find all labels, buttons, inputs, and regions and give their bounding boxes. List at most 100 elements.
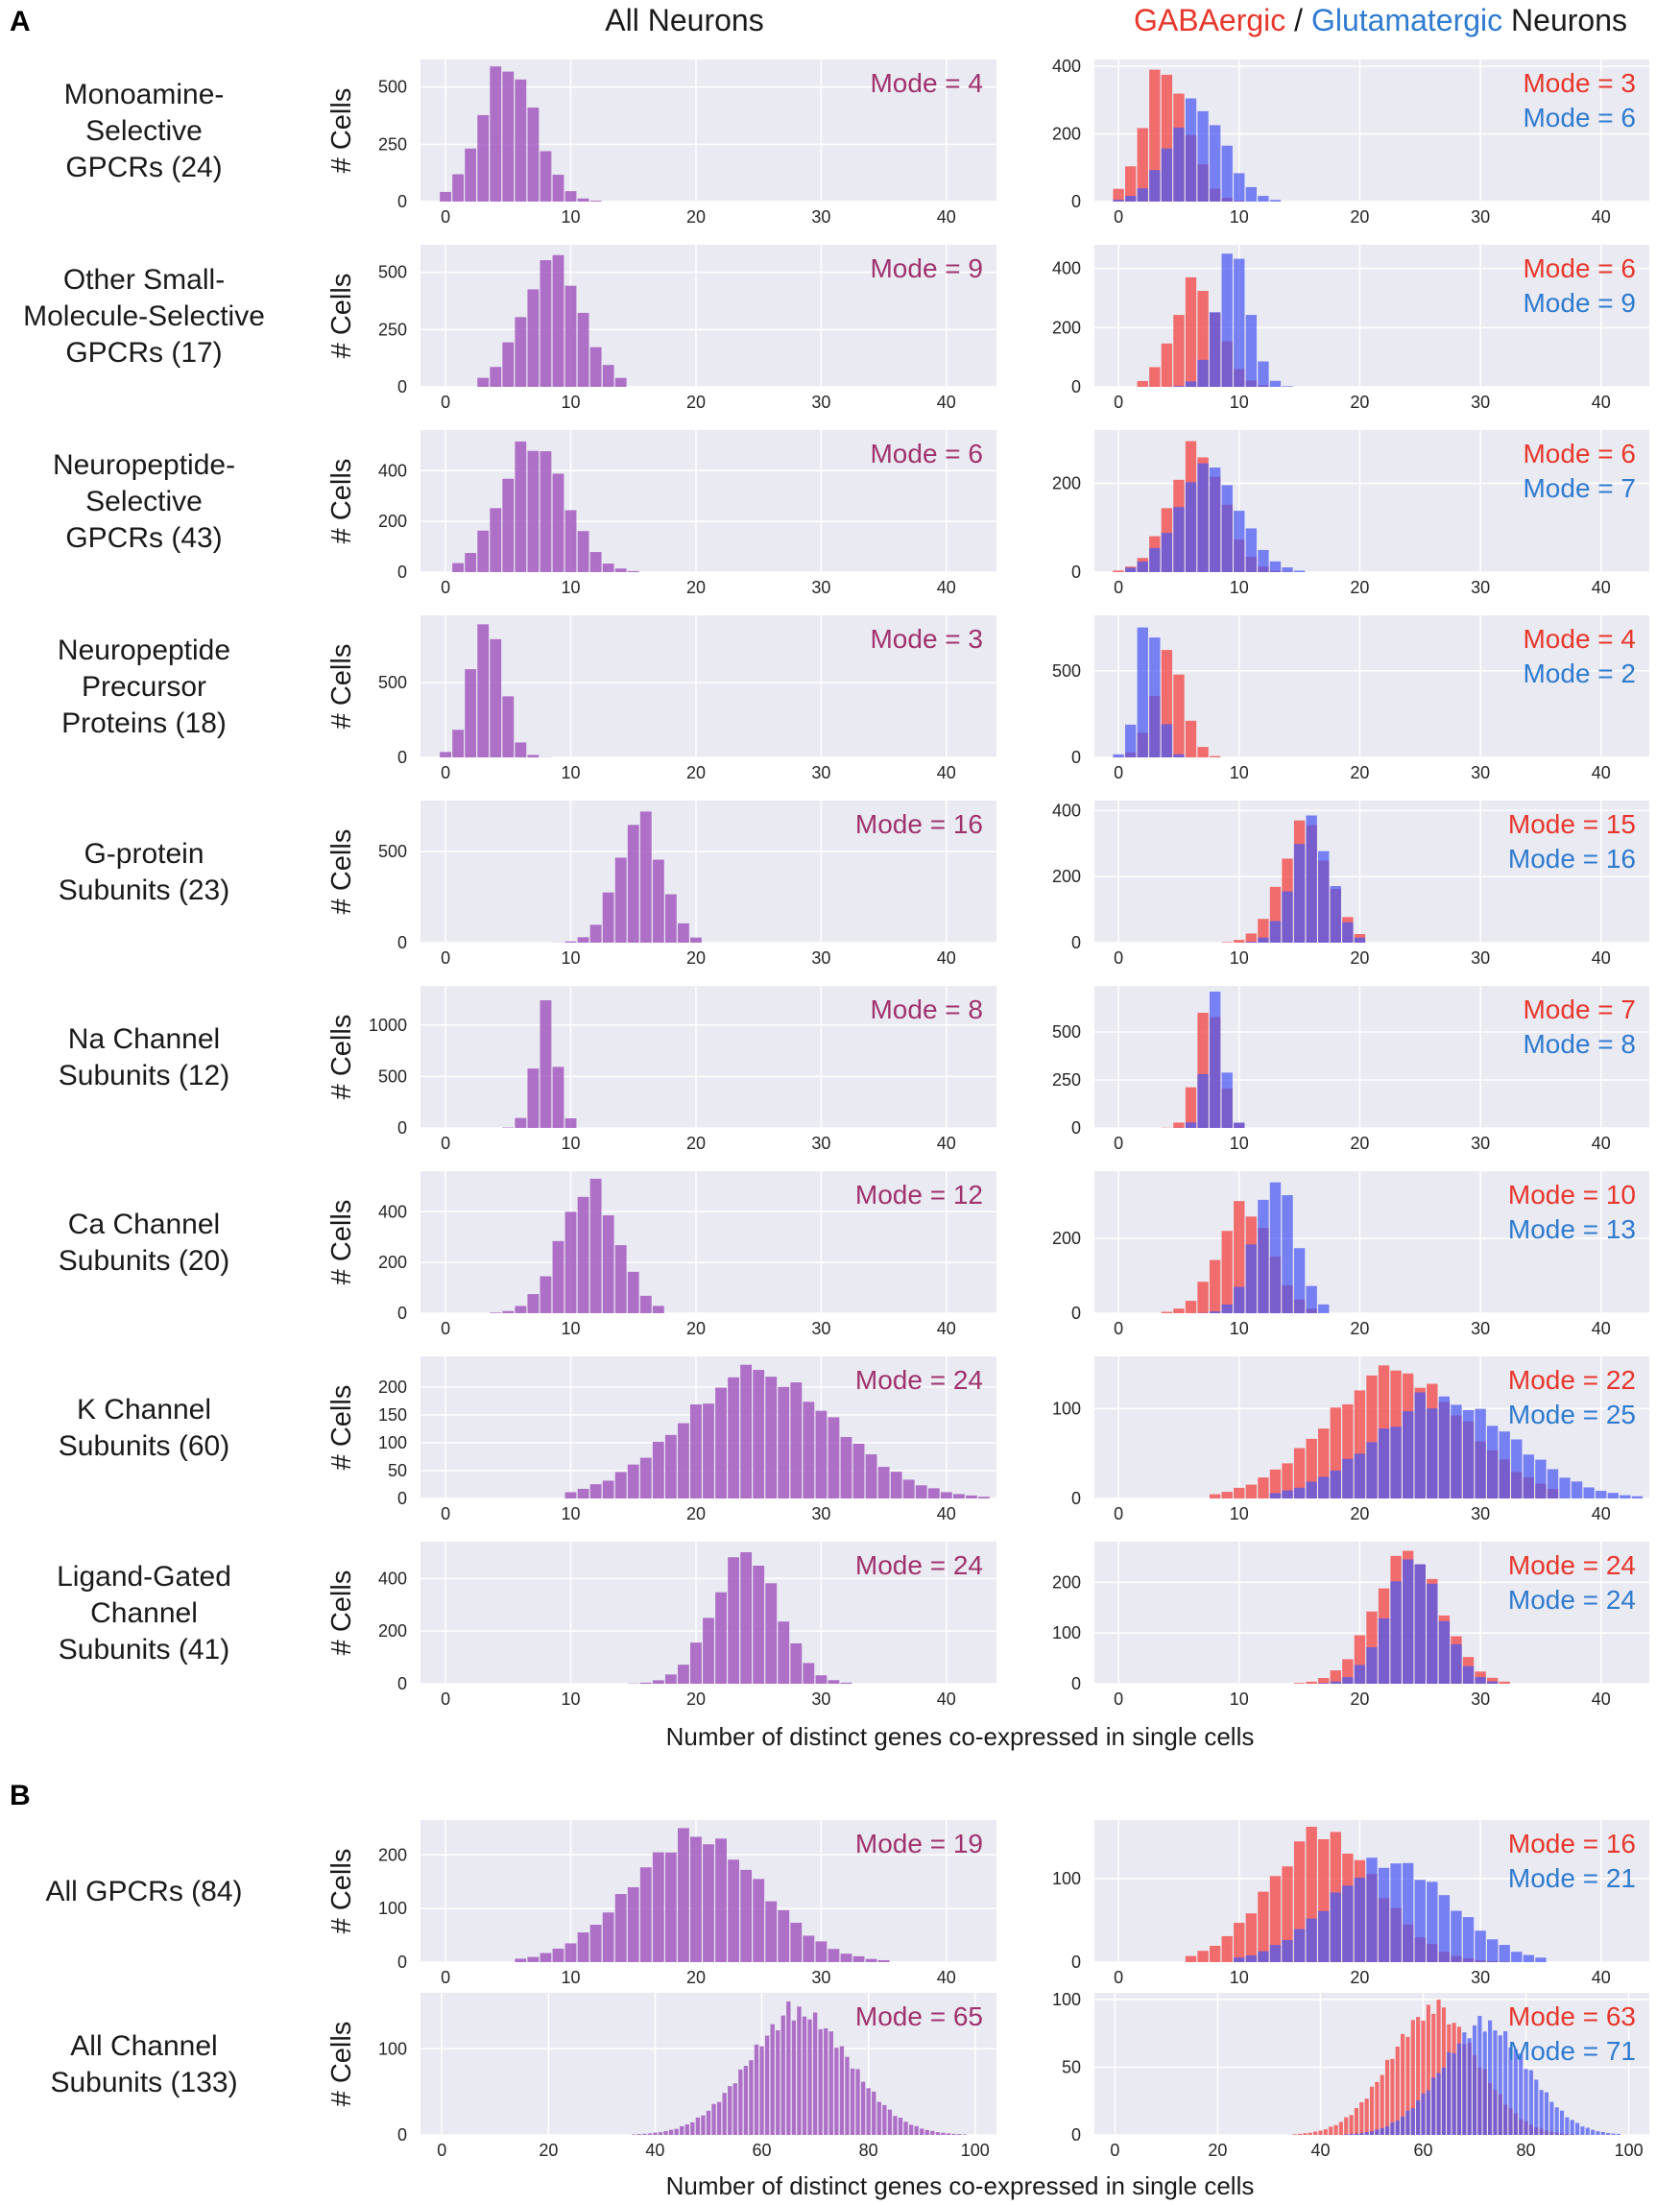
all-neurons-bar <box>614 1894 627 1962</box>
all-neurons-bar <box>664 1852 677 1962</box>
gaba-glut-x-tick-label: 0 <box>1114 763 1123 782</box>
row-label-line: Neuropeptide <box>58 635 230 666</box>
gaba-bar <box>1297 2133 1303 2135</box>
gaba-bar <box>1499 1681 1510 1684</box>
gaba-glut-y-tick-label: 0 <box>1071 192 1081 211</box>
all-neurons-bar <box>818 2028 823 2135</box>
gaba-glut-panel: 0 10 20 30 40 0 100 <box>1052 1356 1649 1523</box>
glut-bar <box>1137 627 1148 757</box>
glut-bar <box>1511 1952 1523 1962</box>
glut-bar <box>1234 258 1245 387</box>
all-neurons-bar <box>589 347 602 387</box>
gaba-glut-x-tick-label: 10 <box>1230 393 1249 412</box>
gaba-glut-x-tick-label: 10 <box>1230 1968 1249 1987</box>
row-label-line: Ca Channel <box>68 1209 220 1240</box>
gaba-bar <box>1197 1951 1209 1962</box>
all-neurons-x-tick-label: 20 <box>686 393 706 412</box>
all-neurons-y-tick-label: 0 <box>397 748 407 767</box>
all-neurons-x-tick-label: 20 <box>686 1319 706 1338</box>
glut-bar <box>1414 1880 1426 1962</box>
all-neurons-bar <box>715 1838 727 1962</box>
row-label-line: Monoamine- <box>64 79 225 110</box>
all-neurons-y-tick-label: 0 <box>397 2125 407 2145</box>
glut-bar <box>1438 1895 1451 1962</box>
glut-bar <box>1293 1248 1306 1313</box>
gaba-glut-x-tick-label: 20 <box>1350 1968 1369 1987</box>
gaba-bar <box>1161 650 1173 757</box>
all-neurons-bar <box>647 2133 653 2135</box>
glut-bar <box>1221 1072 1233 1128</box>
all-neurons-y-tick-label: 400 <box>378 1569 407 1588</box>
glut-bar <box>1149 637 1161 757</box>
row-label-line: Subunits (20) <box>59 1245 229 1277</box>
glut-bar <box>1161 148 1173 202</box>
all-neurons-bar <box>527 450 540 572</box>
all-neurons-x-tick-label: 80 <box>859 2141 878 2160</box>
all-neurons-bar <box>614 1245 627 1313</box>
glut-bar <box>1596 2131 1600 2135</box>
glut-bar <box>1269 1493 1282 1498</box>
gaba-glut-x-tick-label: 20 <box>1350 1504 1369 1523</box>
mode-label-glut: Mode = 13 <box>1508 1214 1636 1244</box>
all-neurons-x-tick-label: 0 <box>441 1134 450 1153</box>
gaba-bar <box>1245 1484 1258 1498</box>
glut-bar <box>1366 1442 1378 1498</box>
gaba-bar <box>1380 2074 1384 2135</box>
all-neurons-bar <box>840 1682 852 1684</box>
all-neurons-panel: 0 10 20 30 40 0 100 200 <box>378 1820 996 1987</box>
all-neurons-bar <box>515 1958 527 1962</box>
gaba-glut-x-tick-label: 0 <box>1114 578 1123 597</box>
gaba-glut-x-tick-label: 100 <box>1615 2141 1644 2160</box>
gaba-bar <box>1137 128 1148 202</box>
mode-label-gaba: Mode = 24 <box>1508 1550 1636 1580</box>
gaba-glut-y-tick-label: 0 <box>1071 1118 1081 1138</box>
gaba-bar <box>1221 1492 1233 1498</box>
all-neurons-bar <box>680 2125 684 2135</box>
glut-bar <box>1173 754 1185 757</box>
gaba-glut-x-tick-label: 10 <box>1230 948 1249 968</box>
all-neurons-bar <box>677 1665 689 1684</box>
gaba-glut-x-tick-label: 0 <box>1114 1134 1123 1153</box>
header-all-neurons: All Neurons <box>605 3 763 37</box>
all-neurons-bar <box>589 1178 602 1313</box>
all-neurons-x-tick-label: 40 <box>937 1319 956 1338</box>
all-neurons-bar <box>690 1404 702 1498</box>
all-neurons-bar <box>876 2101 881 2135</box>
all-neurons-bar <box>515 742 527 757</box>
all-neurons-bar <box>602 892 614 943</box>
mode-label-gaba: Mode = 16 <box>1508 1829 1636 1858</box>
glut-bar <box>1403 1862 1414 1962</box>
all-neurons-bar <box>552 473 564 572</box>
all-neurons-bar <box>674 2128 679 2135</box>
gaba-glut-y-tick-label: 100 <box>1052 1623 1081 1642</box>
glut-bar <box>1583 1487 1595 1498</box>
gaba-glut-y-tick-label: 200 <box>1052 125 1081 144</box>
gaba-bar <box>1354 1390 1366 1498</box>
all-neurons-bar <box>754 2044 759 2135</box>
glut-bar <box>1185 381 1197 387</box>
mode-label-glut: Mode = 8 <box>1523 1029 1636 1059</box>
section-label-a: A <box>10 6 31 37</box>
glut-bar <box>1245 1244 1258 1313</box>
glut-bar <box>1403 1559 1414 1684</box>
gaba-bar <box>1269 886 1282 943</box>
all-neurons-bar <box>834 2048 839 2135</box>
all-neurons-y-tick-label: 200 <box>378 1253 407 1272</box>
gaba-glut-x-tick-label: 0 <box>1114 393 1123 412</box>
gaba-bar <box>1426 2004 1430 2135</box>
all-neurons-x-tick-label: 0 <box>441 1319 450 1338</box>
glut-bar <box>1477 2015 1482 2135</box>
gaba-glut-x-tick-label: 0 <box>1114 1690 1123 1709</box>
all-neurons-plot-area <box>420 1171 996 1313</box>
gaba-glut-y-tick-label: 400 <box>1052 259 1081 278</box>
all-neurons-x-tick-label: 40 <box>937 1968 956 1987</box>
gaba-bar <box>1173 674 1185 757</box>
all-neurons-bar <box>824 2027 828 2135</box>
glut-bar <box>1173 127 1185 202</box>
gaba-bar <box>1269 1876 1282 1962</box>
all-neurons-bar <box>527 108 540 202</box>
